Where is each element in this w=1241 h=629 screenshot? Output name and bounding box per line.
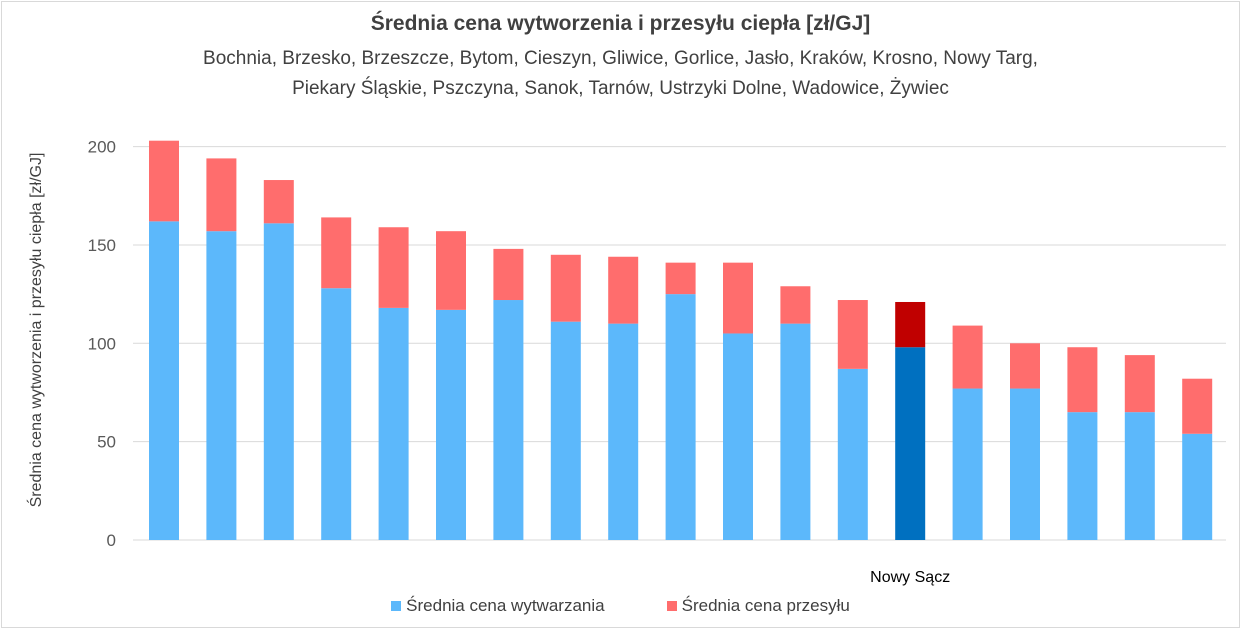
bar-production: [550, 321, 581, 540]
legend-label-transmission: Średnia cena przesyłu: [681, 596, 850, 615]
bar-transmission: [952, 325, 983, 389]
chart-subtitle-line-2: Piekary Śląskie, Pszczyna, Sanok, Tarnów…: [292, 78, 949, 99]
bar-production: [895, 347, 926, 540]
bar-production: [149, 221, 179, 540]
legend-item-production: Średnia cena wytwarzania: [391, 596, 605, 616]
bar-production: [378, 307, 409, 540]
bar-transmission: [837, 300, 868, 369]
y-tick-label: 0: [107, 531, 116, 550]
bar-production: [952, 388, 983, 540]
bar-transmission: [608, 256, 639, 324]
bar-production: [1067, 412, 1098, 540]
bar-transmission: [206, 158, 237, 232]
bar-production: [608, 323, 639, 540]
bar-production: [1010, 388, 1040, 540]
bar-transmission: [493, 248, 524, 301]
legend-swatch-production: [391, 601, 402, 611]
legend-swatch-transmission: [666, 601, 677, 611]
y-tick-label: 100: [88, 334, 116, 353]
legend-item-transmission: Średnia cena przesyłu: [666, 596, 850, 616]
bar-transmission: [1067, 347, 1098, 413]
chart-title: Średnia cena wytworzenia i przesyłu ciep…: [370, 12, 871, 35]
bar-production: [837, 368, 868, 540]
y-tick-label: 200: [88, 138, 116, 157]
bar-production: [665, 294, 696, 540]
bar-transmission: [378, 227, 409, 308]
bar-transmission: [550, 254, 581, 322]
bar-production: [1124, 412, 1155, 540]
bar-production: [780, 323, 811, 540]
bar-production: [436, 309, 466, 540]
bar-transmission: [723, 262, 753, 334]
bar-production: [723, 333, 753, 540]
bar-transmission: [263, 180, 294, 224]
bar-production: [1182, 433, 1213, 540]
x-category-label: Nowy Sącz: [870, 569, 950, 586]
legend: Średnia cena wytwarzania Średnia cena pr…: [0, 596, 1241, 616]
y-tick-label: 150: [88, 236, 116, 255]
bar-transmission: [436, 231, 466, 310]
chart-subtitle-line-1: Bochnia, Brzesko, Brzeszcze, Bytom, Cies…: [203, 48, 1038, 69]
legend-label-production: Średnia cena wytwarzania: [406, 596, 605, 615]
bar-production: [321, 288, 352, 540]
bar-production: [206, 231, 237, 540]
bar-transmission: [895, 301, 926, 348]
bar-transmission: [1010, 343, 1040, 389]
bar-production: [493, 300, 524, 540]
y-tick-label: 50: [97, 433, 116, 452]
bar-transmission: [665, 262, 696, 295]
bar-production: [263, 223, 294, 541]
bar-transmission: [1182, 378, 1213, 434]
bar-transmission: [780, 286, 811, 324]
bar-transmission: [1124, 355, 1155, 413]
bar-transmission: [149, 140, 179, 222]
bar-transmission: [321, 217, 352, 289]
